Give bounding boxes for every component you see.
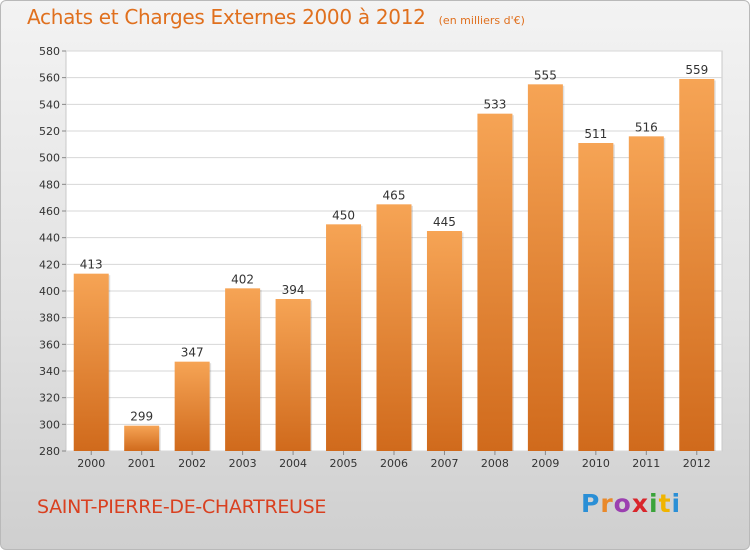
x-tick-label: 2005 — [330, 457, 358, 470]
x-tick-label: 2011 — [632, 457, 660, 470]
logo-letter: x — [631, 489, 649, 518]
place-name: SAINT-PIERRE-DE-CHARTREUSE — [37, 496, 327, 518]
bar — [578, 143, 614, 451]
x-tick-label: 2004 — [279, 457, 307, 470]
bar — [225, 288, 261, 451]
x-tick-label: 2002 — [178, 457, 206, 470]
data-label: 299 — [130, 410, 153, 424]
bar — [426, 231, 462, 451]
title-row: Achats et Charges Externes 2000 à 2012 (… — [27, 5, 525, 29]
x-tick-label: 2010 — [582, 457, 610, 470]
chart-title: Achats et Charges Externes 2000 à 2012 — [27, 5, 426, 29]
y-tick-label: 340 — [39, 365, 60, 378]
y-tick-label: 480 — [39, 178, 60, 191]
data-label: 533 — [483, 98, 506, 112]
x-tick-label: 2006 — [380, 457, 408, 470]
logo-letter: t — [658, 489, 672, 518]
chart-subtitle: (en milliers d'€) — [438, 14, 525, 27]
data-label: 450 — [332, 208, 355, 222]
x-tick-label: 2001 — [128, 457, 156, 470]
data-label: 465 — [383, 188, 406, 202]
logo-letter: i — [671, 489, 682, 518]
bar — [628, 136, 664, 452]
data-label: 413 — [80, 258, 103, 272]
bar — [527, 84, 563, 451]
y-tick-label: 380 — [39, 312, 60, 325]
y-tick-label: 560 — [39, 72, 60, 85]
bar — [326, 224, 362, 451]
y-tick-label: 520 — [39, 125, 60, 138]
logo-letter: i — [649, 489, 659, 518]
x-tick-label: 2007 — [430, 457, 458, 470]
data-label: 402 — [231, 272, 254, 286]
logo-letter: o — [613, 489, 632, 518]
y-tick-label: 440 — [39, 232, 60, 245]
y-tick-label: 360 — [39, 338, 60, 351]
y-tick-label: 280 — [39, 445, 60, 458]
x-tick-label: 2012 — [683, 457, 711, 470]
bar — [275, 299, 311, 451]
data-label: 347 — [181, 346, 204, 360]
x-tick-label: 2008 — [481, 457, 509, 470]
x-tick-label: 2003 — [229, 457, 257, 470]
y-tick-label: 300 — [39, 418, 60, 431]
data-label: 445 — [433, 215, 456, 229]
logo-letter: P — [581, 489, 601, 518]
logo-letter: r — [600, 489, 614, 518]
data-label: 555 — [534, 68, 557, 82]
bar — [477, 113, 513, 452]
bar — [124, 425, 160, 451]
y-tick-label: 420 — [39, 258, 60, 271]
y-tick-label: 540 — [39, 98, 60, 111]
y-tick-label: 500 — [39, 152, 60, 165]
x-tick-label: 2009 — [531, 457, 559, 470]
bar — [679, 79, 715, 451]
x-tick-label: 2000 — [77, 457, 105, 470]
y-tick-label: 460 — [39, 205, 60, 218]
y-tick-label: 580 — [39, 45, 60, 58]
bar — [73, 273, 109, 451]
data-label: 559 — [685, 63, 708, 77]
data-label: 394 — [282, 283, 305, 297]
bar — [174, 361, 210, 451]
data-label: 516 — [635, 120, 658, 134]
bar — [376, 204, 412, 451]
proxiti-logo: Proxiti — [581, 489, 681, 518]
data-label: 511 — [584, 127, 607, 141]
y-tick-label: 320 — [39, 392, 60, 405]
y-tick-label: 400 — [39, 285, 60, 298]
